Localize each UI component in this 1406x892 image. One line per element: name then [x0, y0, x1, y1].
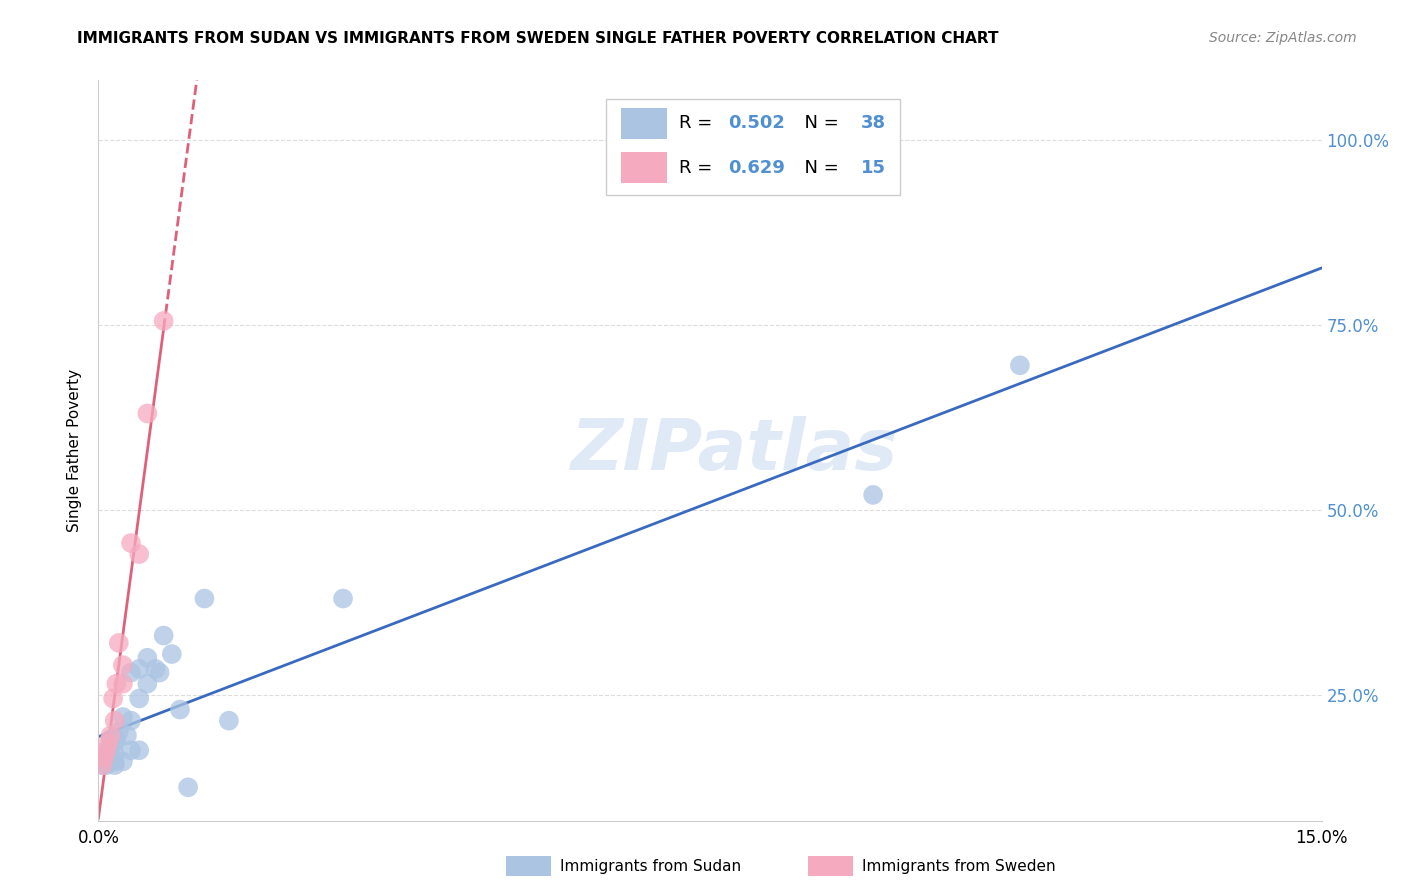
- Point: [96, 747, 118, 761]
- Text: Immigrants from Sweden: Immigrants from Sweden: [862, 859, 1056, 873]
- Point: [128, 691, 150, 706]
- Point: [160, 647, 183, 661]
- Point: [145, 662, 167, 676]
- Text: ZIPatlas: ZIPatlas: [571, 416, 898, 485]
- Y-axis label: Single Father Poverty: Single Father Poverty: [67, 369, 83, 532]
- FancyBboxPatch shape: [620, 108, 668, 139]
- Text: Immigrants from Sudan: Immigrants from Sudan: [560, 859, 741, 873]
- Point: [169, 703, 191, 717]
- Point: [136, 407, 159, 421]
- Point: [96, 743, 118, 757]
- Point: [100, 739, 122, 754]
- Text: 38: 38: [860, 114, 886, 132]
- Text: Source: ZipAtlas.com: Source: ZipAtlas.com: [1209, 31, 1357, 45]
- Text: N =: N =: [793, 159, 845, 177]
- Point: [108, 724, 131, 739]
- Point: [136, 676, 159, 690]
- Point: [111, 755, 134, 769]
- Point: [218, 714, 240, 728]
- Text: 15: 15: [860, 159, 886, 177]
- Point: [120, 536, 142, 550]
- Point: [104, 758, 127, 772]
- Point: [862, 488, 884, 502]
- Point: [91, 758, 114, 772]
- Point: [152, 628, 174, 642]
- Point: [97, 736, 120, 750]
- Point: [93, 750, 115, 764]
- Point: [104, 755, 127, 769]
- Text: IMMIGRANTS FROM SUDAN VS IMMIGRANTS FROM SWEDEN SINGLE FATHER POVERTY CORRELATIO: IMMIGRANTS FROM SUDAN VS IMMIGRANTS FROM…: [77, 31, 998, 46]
- Text: 0.629: 0.629: [728, 159, 786, 177]
- Point: [104, 747, 127, 761]
- Point: [193, 591, 215, 606]
- Point: [105, 676, 128, 690]
- Point: [96, 758, 118, 772]
- Point: [100, 729, 122, 743]
- Point: [120, 714, 142, 728]
- Point: [115, 729, 138, 743]
- Point: [108, 636, 131, 650]
- Text: 0.502: 0.502: [728, 114, 786, 132]
- Point: [100, 732, 122, 747]
- Point: [91, 750, 114, 764]
- Text: R =: R =: [679, 159, 718, 177]
- Point: [111, 658, 134, 673]
- Point: [128, 662, 150, 676]
- Point: [98, 743, 121, 757]
- Text: N =: N =: [793, 114, 845, 132]
- Point: [120, 743, 142, 757]
- Point: [91, 758, 114, 772]
- Point: [177, 780, 200, 795]
- Text: R =: R =: [679, 114, 718, 132]
- Point: [104, 714, 127, 728]
- Point: [105, 732, 128, 747]
- Point: [1008, 359, 1031, 373]
- FancyBboxPatch shape: [620, 153, 668, 183]
- Point: [104, 736, 127, 750]
- Point: [96, 755, 118, 769]
- Point: [152, 314, 174, 328]
- Point: [101, 691, 124, 706]
- FancyBboxPatch shape: [606, 99, 900, 195]
- Point: [120, 665, 142, 680]
- Point: [332, 591, 354, 606]
- Point: [128, 743, 150, 757]
- Point: [111, 676, 134, 690]
- Point: [97, 747, 120, 761]
- Point: [111, 710, 134, 724]
- Point: [149, 665, 172, 680]
- Point: [94, 755, 117, 769]
- Point: [128, 547, 150, 561]
- Point: [136, 650, 159, 665]
